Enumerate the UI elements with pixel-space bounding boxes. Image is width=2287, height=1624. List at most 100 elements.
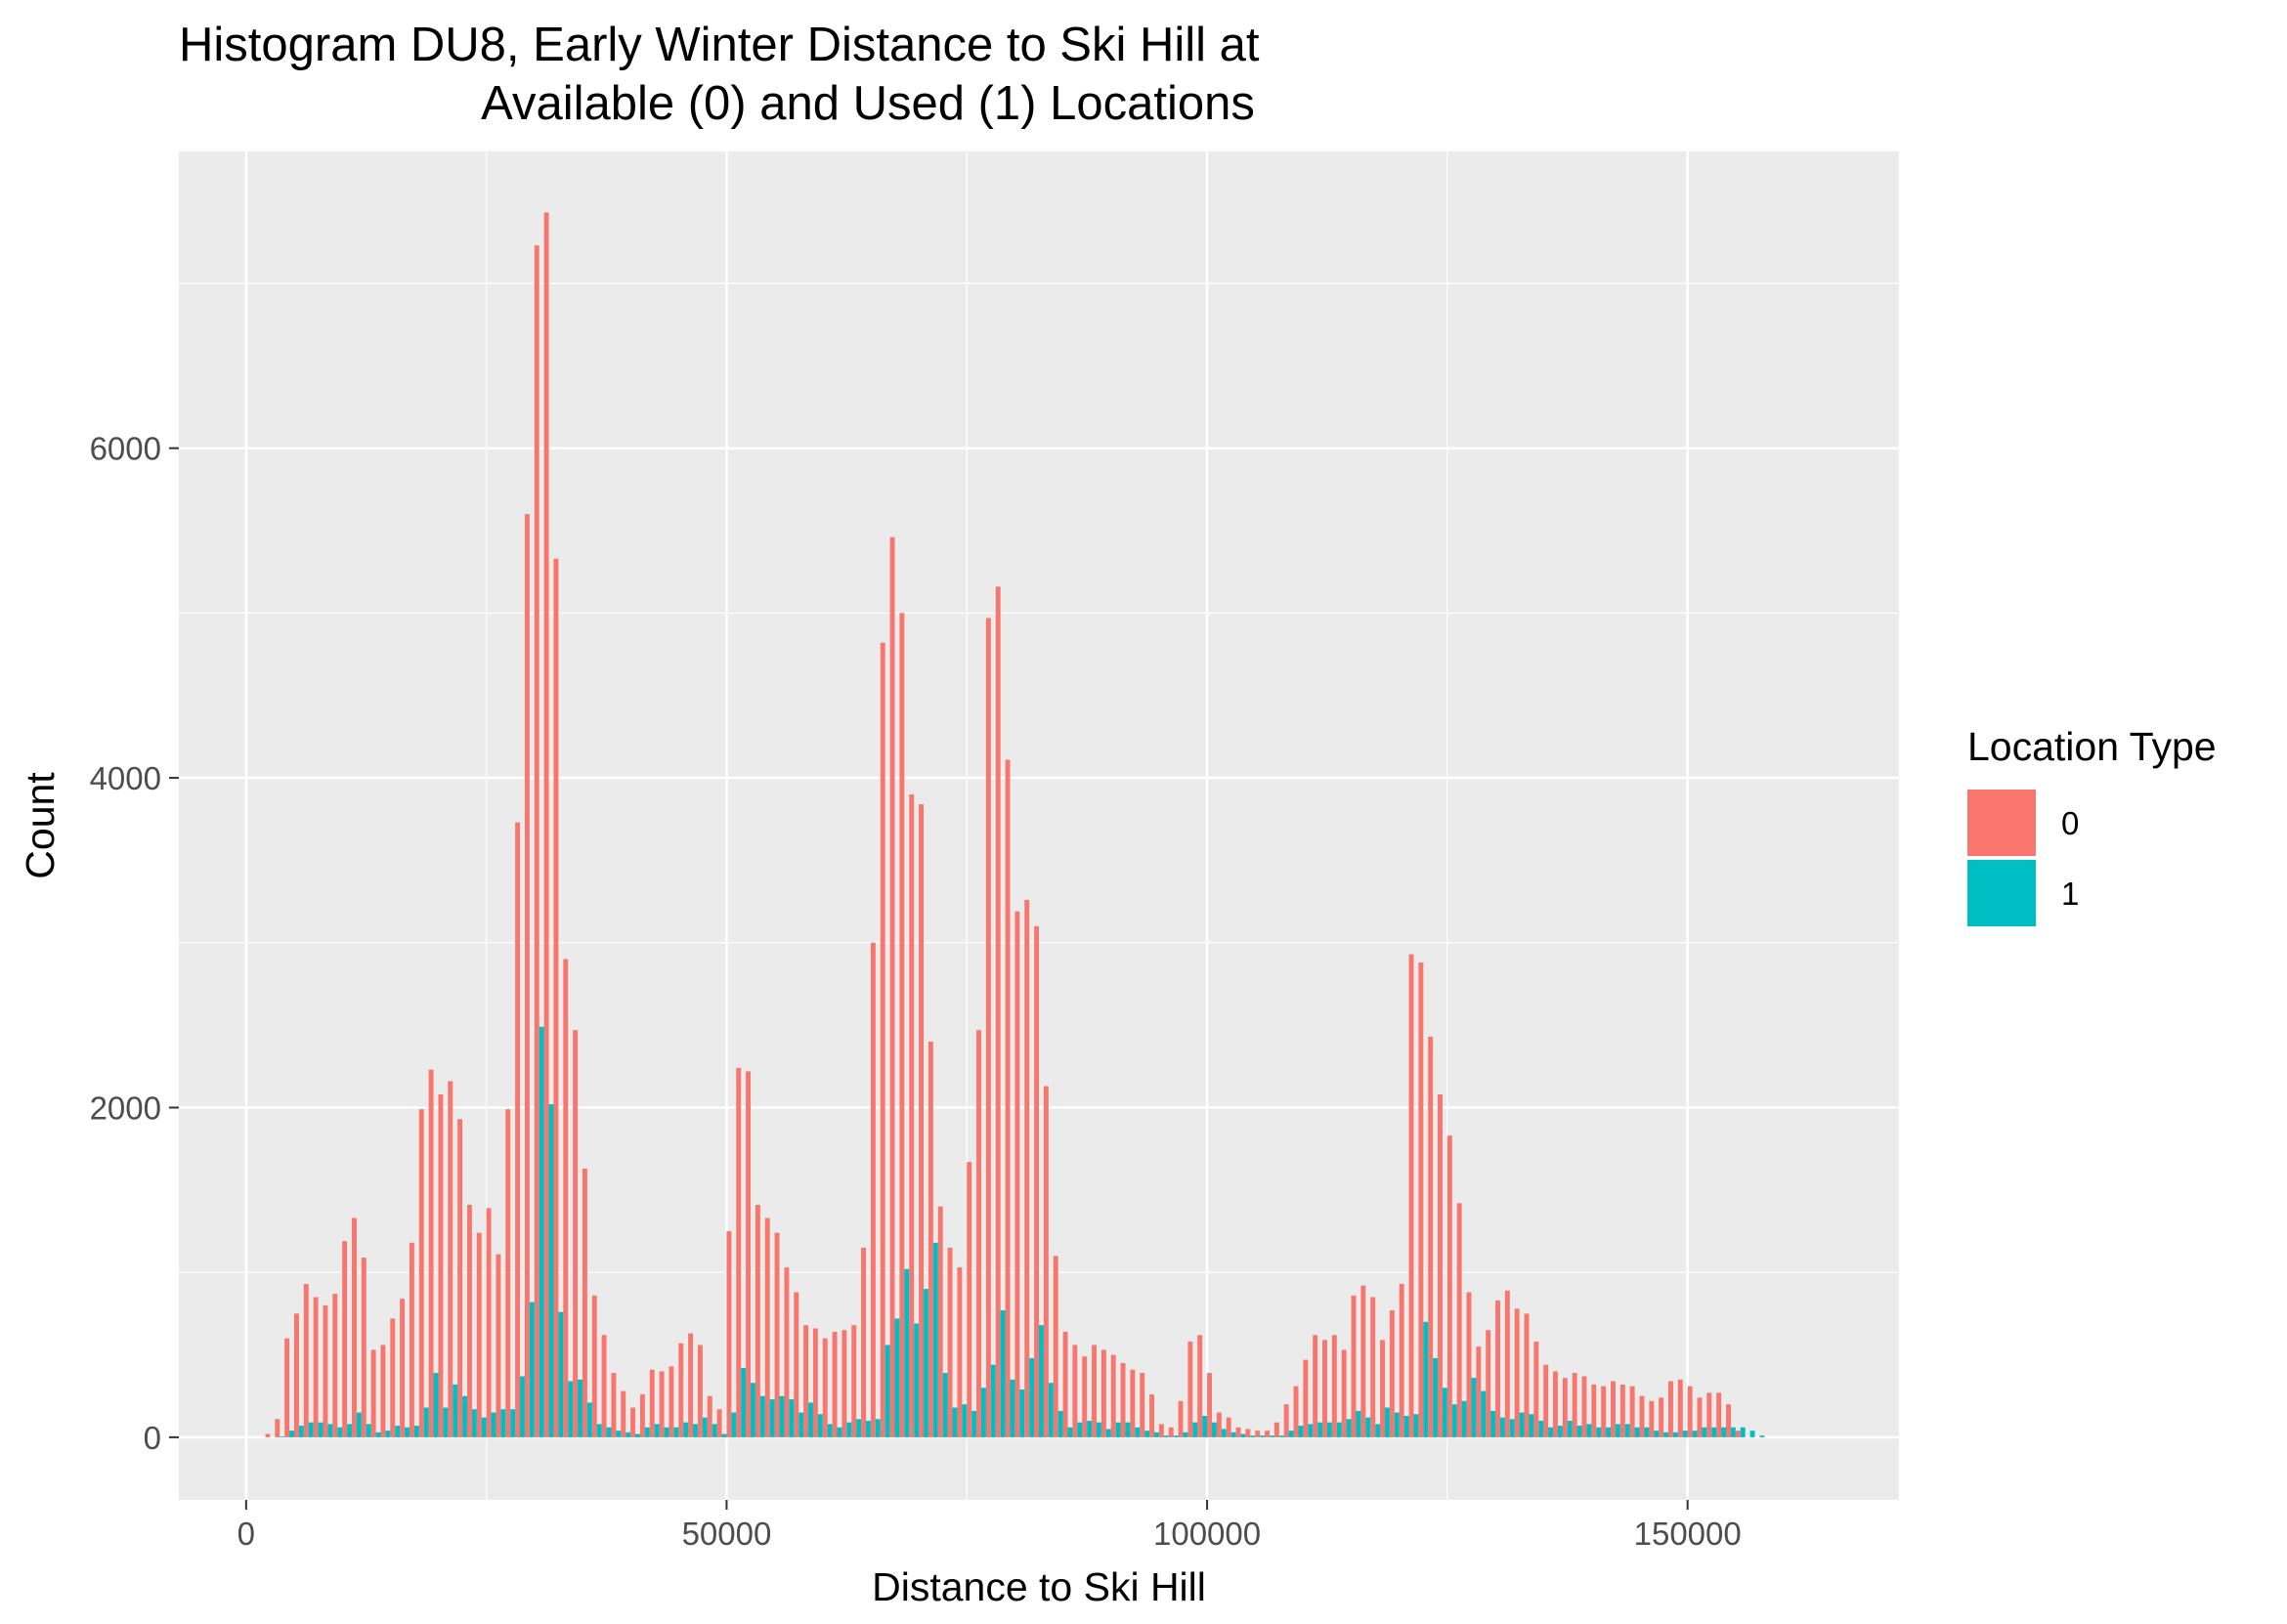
bar-series-1 xyxy=(337,1427,343,1437)
bar-series-1 xyxy=(1519,1412,1525,1437)
bar-series-1 xyxy=(1702,1427,1707,1437)
bar-series-1 xyxy=(1250,1435,1256,1437)
bar-series-0 xyxy=(669,1366,674,1437)
bar-series-0 xyxy=(746,1071,752,1437)
bar-series-0 xyxy=(1034,925,1039,1437)
bar-series-0 xyxy=(1273,1422,1279,1437)
bar-series-0 xyxy=(755,1205,760,1437)
bar-series-1 xyxy=(1087,1421,1093,1437)
bar-series-1 xyxy=(1663,1432,1669,1437)
bar-series-1 xyxy=(1654,1431,1660,1437)
bar-series-0 xyxy=(466,1205,472,1437)
bar-series-1 xyxy=(894,1318,900,1437)
bar-series-1 xyxy=(1048,1383,1054,1437)
bar-series-0 xyxy=(1581,1376,1587,1437)
bar-series-1 xyxy=(1394,1412,1400,1437)
bar-series-0 xyxy=(899,613,905,1437)
bar-series-1 xyxy=(318,1422,324,1437)
x-tick-label: 50000 xyxy=(682,1516,772,1552)
bar-series-1 xyxy=(693,1424,698,1437)
bar-series-1 xyxy=(443,1407,449,1437)
bar-series-1 xyxy=(1317,1422,1323,1437)
bar-series-0 xyxy=(1677,1379,1683,1437)
bar-series-1 xyxy=(500,1409,506,1437)
bar-series-0 xyxy=(1322,1340,1327,1437)
bar-series-1 xyxy=(520,1376,525,1437)
bar-series-0 xyxy=(1543,1364,1549,1437)
bar-series-1 xyxy=(635,1433,640,1437)
bar-series-0 xyxy=(1360,1285,1366,1437)
bar-series-1 xyxy=(1451,1404,1457,1437)
bar-series-0 xyxy=(313,1297,319,1437)
bar-series-1 xyxy=(453,1384,458,1437)
bar-series-0 xyxy=(1062,1331,1068,1437)
bar-series-0 xyxy=(380,1345,386,1437)
bar-series-1 xyxy=(1057,1410,1063,1437)
bar-series-0 xyxy=(716,1409,722,1437)
bar-series-1 xyxy=(1567,1421,1573,1437)
bar-series-0 xyxy=(1207,1373,1212,1437)
bar-series-1 xyxy=(1499,1417,1505,1437)
bar-series-1 xyxy=(1260,1435,1266,1437)
bar-series-1 xyxy=(539,1026,544,1437)
bar-series-1 xyxy=(1759,1435,1765,1437)
bar-series-1 xyxy=(578,1379,583,1437)
bar-series-1 xyxy=(308,1422,314,1437)
bar-series-0 xyxy=(1572,1373,1577,1437)
bar-series-1 xyxy=(990,1364,996,1437)
bar-series-0 xyxy=(1476,1346,1482,1437)
bar-series-0 xyxy=(1313,1335,1318,1437)
chart-title-line-1: Histogram DU8, Early Winter Distance to … xyxy=(179,19,1260,71)
bar-series-1 xyxy=(932,1242,938,1437)
bar-series-0 xyxy=(1446,1135,1452,1437)
bar-series-0 xyxy=(841,1330,847,1437)
bar-series-0 xyxy=(563,959,569,1437)
bar-series-1 xyxy=(779,1395,785,1437)
bar-series-1 xyxy=(1163,1435,1169,1437)
axis-ticks xyxy=(169,447,1689,1510)
bar-series-0 xyxy=(1716,1392,1722,1437)
bar-series-1 xyxy=(866,1421,871,1437)
x-tick-label: 0 xyxy=(237,1516,255,1552)
legend-key-1 xyxy=(1967,860,2036,926)
bar-series-0 xyxy=(418,1109,424,1437)
bar-series-0 xyxy=(1187,1342,1193,1437)
bar-series-0 xyxy=(1053,1256,1058,1437)
bar-series-0 xyxy=(534,245,539,1437)
bar-series-1 xyxy=(981,1388,986,1437)
bar-series-1 xyxy=(529,1302,535,1437)
bar-series-1 xyxy=(413,1426,419,1437)
bar-series-1 xyxy=(327,1424,333,1437)
bar-series-1 xyxy=(1115,1422,1121,1437)
bar-series-1 xyxy=(741,1368,747,1437)
bar-series-0 xyxy=(486,1208,492,1437)
bar-series-0 xyxy=(1533,1342,1539,1437)
bar-series-0 xyxy=(1370,1297,1376,1437)
bar-series-1 xyxy=(1644,1427,1650,1437)
bar-series-1 xyxy=(1586,1424,1592,1437)
bar-series-1 xyxy=(1096,1422,1101,1437)
bar-series-1 xyxy=(1423,1321,1429,1437)
bar-series-0 xyxy=(591,1295,597,1437)
bar-series-1 xyxy=(1682,1431,1688,1437)
legend-label-0: 0 xyxy=(2061,805,2079,841)
bar-series-1 xyxy=(942,1373,948,1437)
bar-series-1 xyxy=(952,1407,958,1437)
bar-series-0 xyxy=(957,1267,963,1437)
bar-series-0 xyxy=(1697,1397,1703,1437)
x-tick-labels: 0 50000 100000 150000 xyxy=(237,1516,1742,1552)
bar-series-0 xyxy=(1524,1313,1530,1437)
bar-series-1 xyxy=(568,1381,574,1437)
bar-series-1 xyxy=(1298,1426,1304,1437)
bar-series-1 xyxy=(1413,1414,1419,1437)
bar-series-1 xyxy=(683,1422,689,1437)
bar-series-0 xyxy=(794,1292,799,1437)
bar-series-0 xyxy=(1706,1392,1712,1437)
bar-series-0 xyxy=(1438,1093,1443,1437)
bar-series-0 xyxy=(1178,1400,1184,1437)
bar-series-0 xyxy=(812,1328,818,1437)
bar-series-0 xyxy=(428,1069,434,1437)
bar-series-1 xyxy=(1288,1431,1294,1437)
bar-series-0 xyxy=(919,804,925,1437)
bar-series-0 xyxy=(582,1168,587,1437)
